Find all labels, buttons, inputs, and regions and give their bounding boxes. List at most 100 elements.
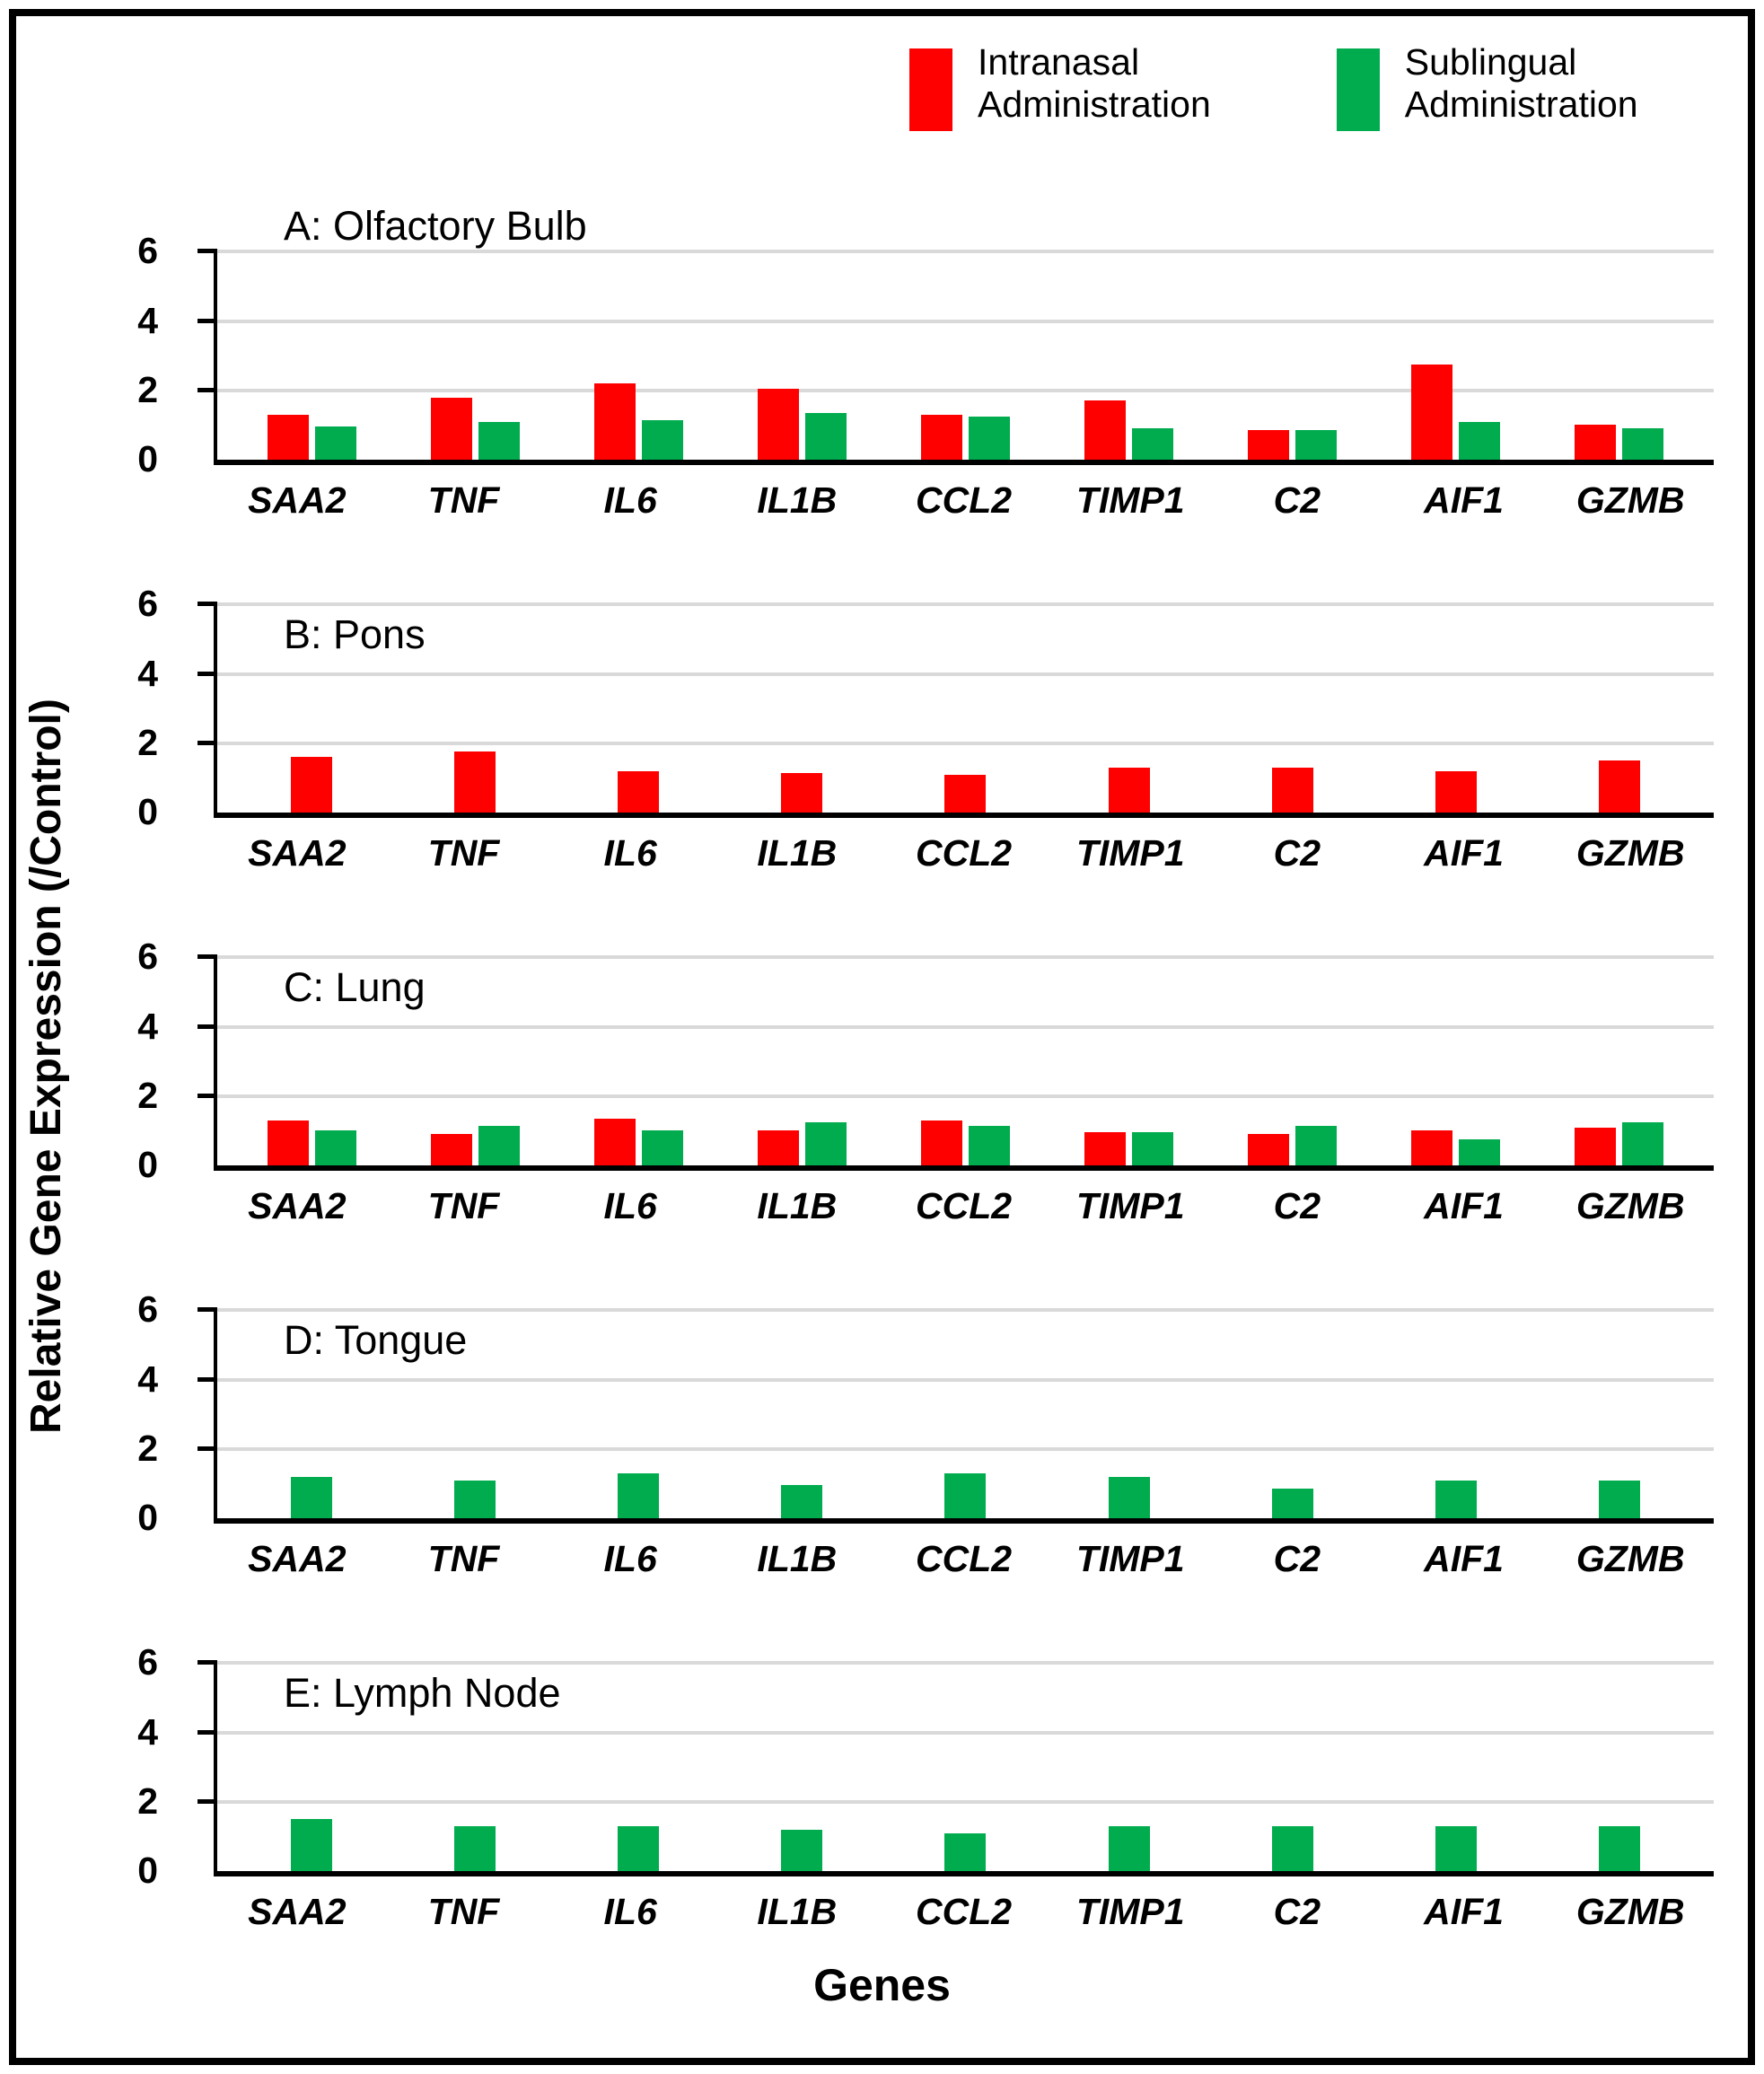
gene-label-saa2: SAA2 <box>248 1185 347 1226</box>
bar-group-c2 <box>1211 1489 1374 1518</box>
gridline-6 <box>217 1661 1714 1665</box>
gene-labels-row-e: SAA2 TNF IL6 IL1B CCL2 TIMP1 C2 AIF1 GZMB <box>214 1891 1714 1933</box>
bar-group-ccl2 <box>883 1120 1047 1165</box>
bar-group-saa2 <box>230 1120 393 1165</box>
legend: Intranasal Administration Sublingual Admin… <box>909 41 1638 131</box>
gene-label-c2: C2 <box>1273 832 1321 874</box>
legend-item-sublingual: Sublingual Administration <box>1336 41 1638 131</box>
gene-label-timp1: TIMP1 <box>1075 1538 1185 1579</box>
bar-d-saa2-sublingual <box>291 1476 333 1518</box>
plot-area-d: 0 2 4 6 D: Tongue <box>137 1288 1714 1538</box>
gene-label-saa2: SAA2 <box>248 479 347 521</box>
bar-group-il1b <box>720 1121 883 1165</box>
bar-group-c2 <box>1211 1825 1374 1871</box>
y-tick-label-0: 0 <box>137 438 158 479</box>
panel-b-pons: 0 2 4 6 B: Pons SAA2 TNF IL6 IL1B CCL2 TIMP1 C2 AIF1… <box>16 583 1748 874</box>
bar-group-aif1 <box>1374 1480 1538 1518</box>
bar-a-saa2-intranasal <box>267 414 309 460</box>
y-tick-label-0: 0 <box>137 1497 158 1538</box>
y-tick-label-2: 2 <box>137 1780 158 1822</box>
bar-b-tnf-intranasal <box>454 751 496 813</box>
gene-label-gzmb: GZMB <box>1575 1891 1685 1932</box>
panel-a-olfactory-bulb: 0 2 4 6 A: Olfactory Bulb SAA2 TNF IL6 IL1B CCL2 T… <box>16 203 1748 522</box>
bar-group-tnf <box>393 1825 557 1871</box>
gene-label-c2: C2 <box>1273 1185 1321 1226</box>
gridline-6 <box>217 250 1714 254</box>
figure-frame: Intranasal Administration Sublingual Admin… <box>9 9 1755 2065</box>
gene-label-tnf: TNF <box>427 479 500 521</box>
bar-group-il1b <box>720 1829 883 1871</box>
y-tick-label-2: 2 <box>137 1427 158 1469</box>
y-tick-label-0: 0 <box>137 791 158 832</box>
bar-group-timp1 <box>1048 767 1211 813</box>
plot-area-e: 0 2 4 6 E: Lymph Node <box>137 1641 1714 1891</box>
gene-labels-row-a: SAA2 TNF IL6 IL1B CCL2 TIMP1 C2 AIF1 GZMB <box>214 479 1714 522</box>
bar-a-aif1-sublingual <box>1459 421 1501 460</box>
bar-a-ccl2-intranasal <box>920 414 962 460</box>
gene-label-il6: IL6 <box>603 1538 657 1579</box>
bar-a-il1b-sublingual <box>804 412 847 460</box>
bar-d-aif1-sublingual <box>1435 1480 1477 1518</box>
panel-title-c: C: Lung <box>273 964 436 1011</box>
gene-label-timp1: TIMP1 <box>1075 832 1185 874</box>
legend-intranasal-line2: Administration <box>978 83 1211 125</box>
bar-a-c2-sublingual <box>1295 430 1338 460</box>
bar-d-il6-sublingual <box>618 1472 660 1518</box>
legend-label-sublingual: Sublingual Administration <box>1405 41 1638 126</box>
gridline-2 <box>217 1446 1714 1451</box>
y-tick-label-2: 2 <box>137 721 158 763</box>
y-tick-mark-4 <box>197 318 217 323</box>
x-axis-title: Genes <box>813 1960 951 2010</box>
gene-label-saa2: SAA2 <box>248 832 347 874</box>
bar-a-ccl2-sublingual <box>968 416 1010 460</box>
gridline-4 <box>217 1377 1714 1382</box>
panel-title-a: A: Olfactory Bulb <box>273 203 598 250</box>
y-tick-mark-6 <box>197 249 217 254</box>
y-tick-mark-2 <box>197 1798 217 1804</box>
gene-label-timp1: TIMP1 <box>1075 1891 1185 1932</box>
y-tick-mark-6 <box>197 602 217 607</box>
bar-group-il6 <box>557 770 720 813</box>
bar-group-timp1 <box>1048 1476 1211 1518</box>
bar-group-il6 <box>557 383 720 460</box>
bar-a-c2-intranasal <box>1248 430 1290 460</box>
legend-item-intranasal: Intranasal Administration <box>909 41 1211 131</box>
y-tick-mark-4 <box>197 1024 217 1029</box>
gene-label-ccl2: CCL2 <box>915 1185 1013 1226</box>
intranasal-swatch-icon <box>909 48 952 131</box>
gene-label-ccl2: CCL2 <box>915 479 1013 521</box>
gene-label-tnf: TNF <box>427 1891 500 1932</box>
bar-e-ccl2-sublingual <box>944 1832 987 1871</box>
y-tick-label-6: 6 <box>137 230 158 272</box>
y-tick-label-4: 4 <box>137 1005 158 1047</box>
y-tick-label-0: 0 <box>137 1850 158 1891</box>
gene-label-c2: C2 <box>1273 1891 1321 1932</box>
bar-d-gzmb-sublingual <box>1598 1480 1640 1518</box>
bar-c-il1b-intranasal <box>757 1130 799 1165</box>
bar-group-ccl2 <box>883 774 1047 813</box>
gridline-4 <box>217 672 1714 676</box>
gene-label-il1b: IL1B <box>757 832 838 874</box>
bar-group-ccl2 <box>883 1832 1047 1871</box>
y-tick-mark-4 <box>197 671 217 676</box>
bar-a-gzmb-sublingual <box>1622 428 1664 460</box>
y-tick-mark-6 <box>197 1307 217 1313</box>
y-tick-mark-4 <box>197 1729 217 1735</box>
bar-a-aif1-intranasal <box>1411 364 1453 460</box>
bar-a-timp1-intranasal <box>1084 400 1127 460</box>
bar-b-saa2-intranasal <box>291 757 333 813</box>
bar-group-il6 <box>557 1472 720 1518</box>
legend-sublingual-line1: Sublingual <box>1404 41 1577 83</box>
gene-label-gzmb: GZMB <box>1575 479 1685 521</box>
bar-e-aif1-sublingual <box>1435 1825 1477 1871</box>
plot-area-c: 0 2 4 6 C: Lung <box>137 936 1714 1185</box>
bar-e-tnf-sublingual <box>454 1825 496 1871</box>
gene-label-gzmb: GZMB <box>1575 832 1685 874</box>
gridline-2 <box>217 1094 1714 1098</box>
legend-label-intranasal: Intranasal Administration <box>978 41 1211 126</box>
bar-c-il6-intranasal <box>593 1118 636 1165</box>
bars-a <box>217 250 1714 460</box>
bar-group-il6 <box>557 1118 720 1165</box>
bars-d <box>217 1308 1714 1518</box>
gene-label-il6: IL6 <box>603 1185 657 1226</box>
